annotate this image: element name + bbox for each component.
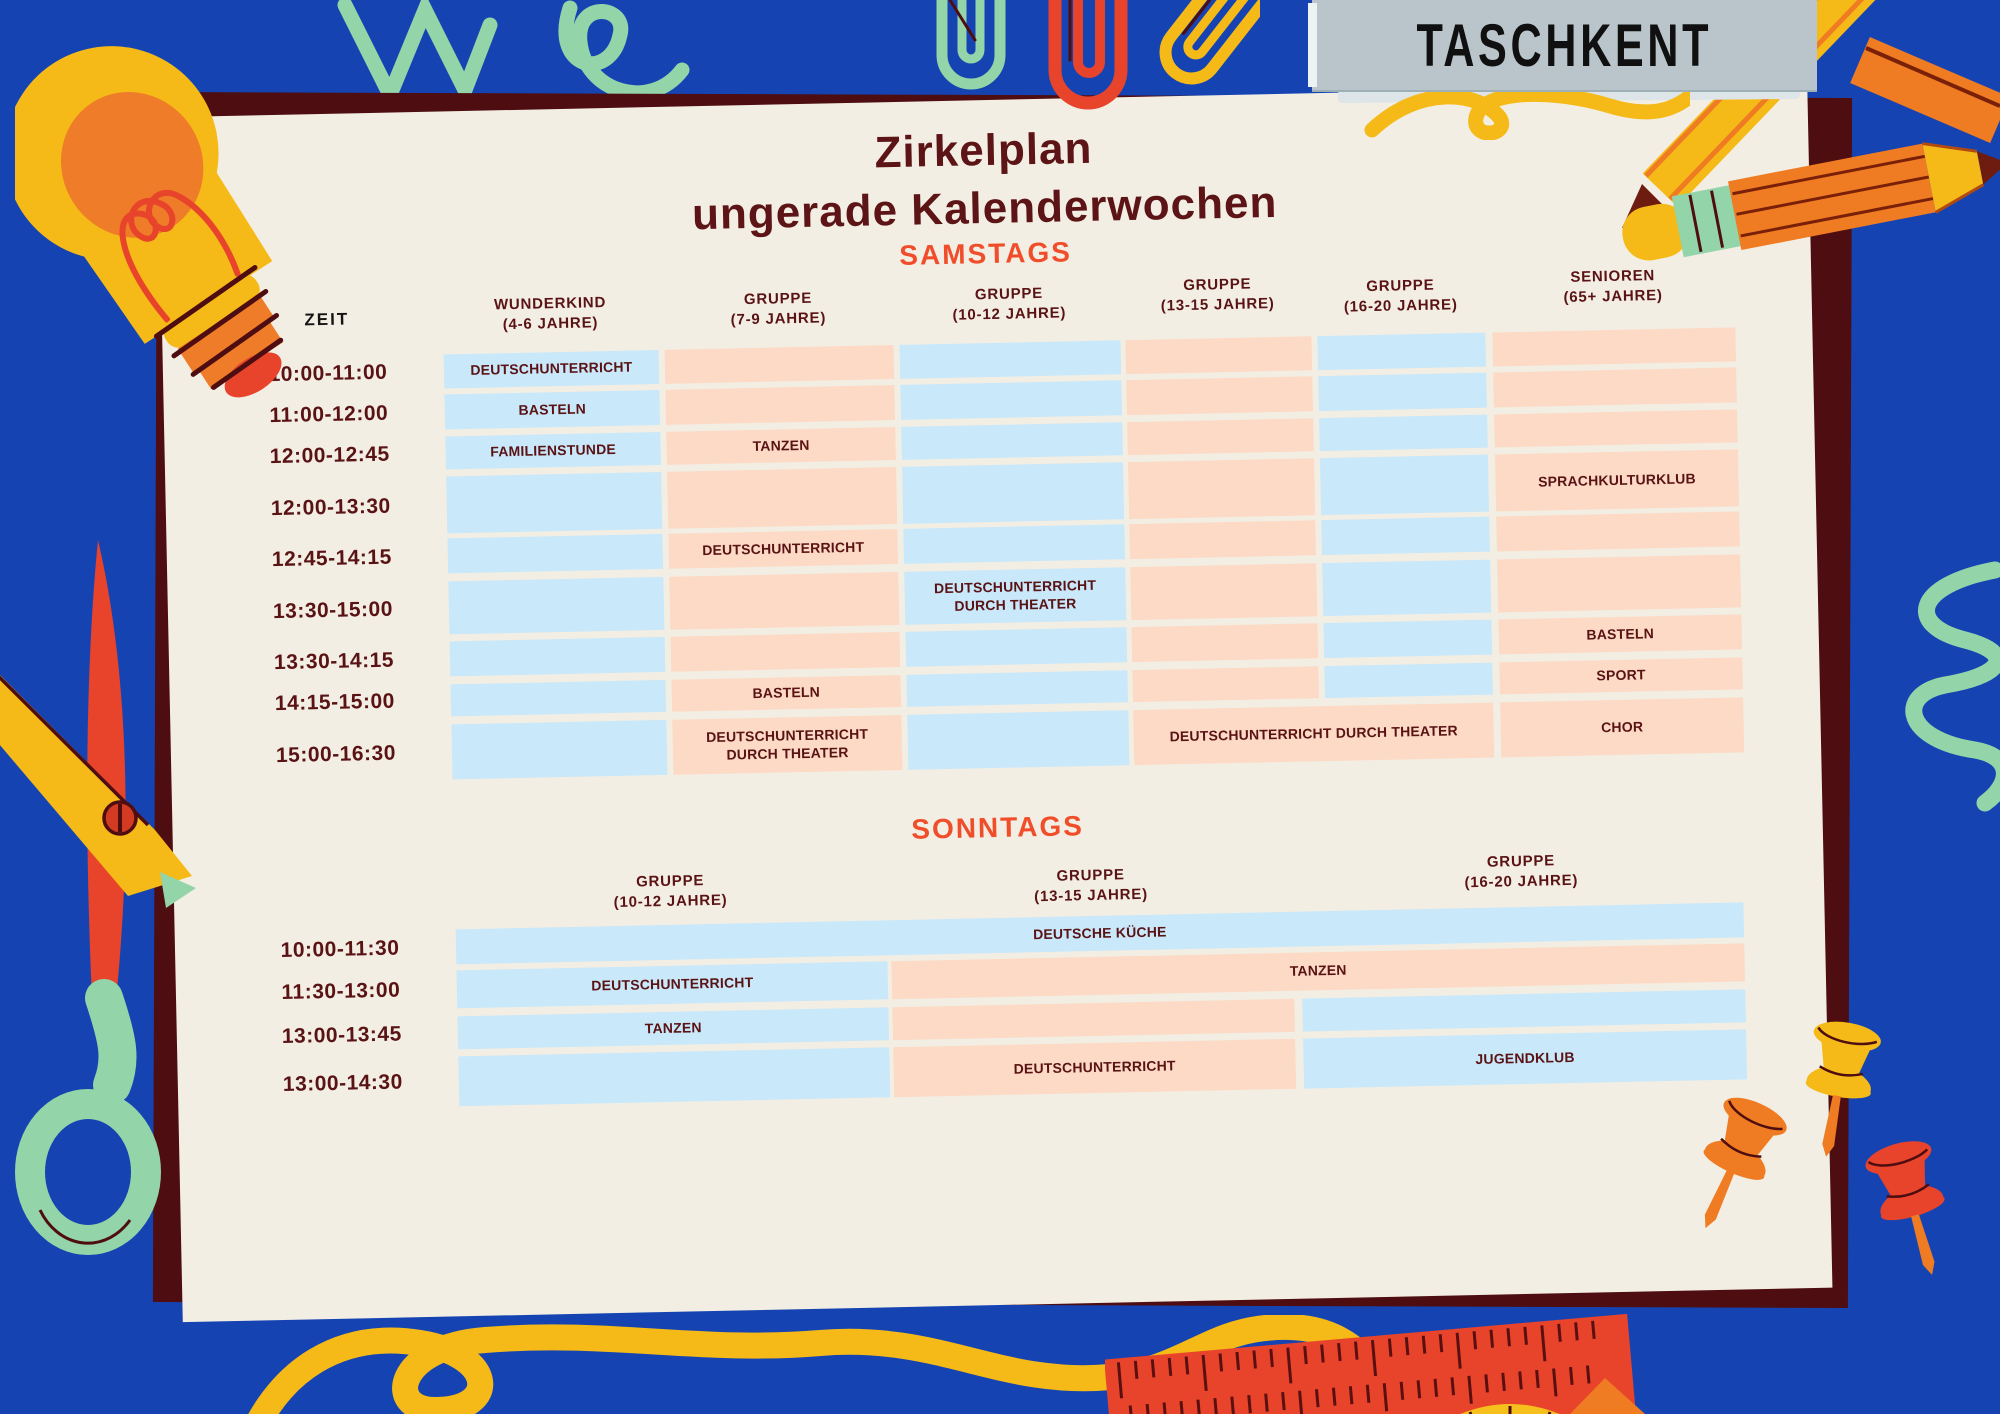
time-column-header: ZEIT — [304, 309, 350, 330]
schedule-cell — [1319, 454, 1490, 516]
schedule-cell — [1125, 336, 1313, 375]
schedule-cell — [670, 631, 901, 672]
city-ribbon: TASCHKENT — [1308, 0, 1817, 90]
sunday-column-header: GRUPPE (16-20 JAHRE) — [1464, 852, 1579, 891]
sunday-column-header: GRUPPE (13-15 JAHRE) — [1033, 866, 1149, 905]
time-label: 12:45-14:15 — [271, 545, 393, 571]
schedule-cell — [1494, 409, 1738, 448]
schedule-cell: TANZEN — [457, 1007, 890, 1050]
schedule-sheet: Zirkelplan ungerade Kalenderwochen SAMST… — [157, 82, 1833, 1323]
schedule-cell — [1322, 559, 1492, 617]
schedule-cell: FAMILIENSTUNDE — [445, 431, 661, 470]
time-label: 10:00-11:30 — [280, 936, 400, 962]
schedule-cell — [667, 467, 898, 529]
schedule-cell — [1302, 989, 1746, 1032]
time-label: 13:00-14:30 — [282, 1070, 404, 1096]
schedule-cell — [905, 627, 1128, 667]
schedule-cell-merged: DEUTSCHUNTERRICHT DURCH THEATER — [1133, 702, 1495, 766]
time-label: 12:00-13:30 — [270, 494, 391, 520]
city-label: TASCHKENT — [1416, 11, 1713, 79]
time-label: 11:30-13:00 — [281, 978, 401, 1005]
schedule-cell — [669, 571, 900, 630]
schedule-cell: SPRACHKULTURKLUB — [1494, 449, 1740, 512]
schedule-cell — [1129, 520, 1316, 560]
schedule-cell — [1318, 372, 1487, 412]
schedule-cell — [1324, 662, 1493, 699]
schedule-cell — [1132, 666, 1319, 703]
schedule-cell — [1319, 414, 1488, 452]
schedule-cell — [446, 471, 663, 534]
saturday-column-header: WUNDERKIND (4-6 JAHRE) — [493, 294, 607, 333]
schedule-cell — [450, 679, 667, 717]
protractor-icon — [1460, 1378, 1645, 1414]
schedule-cell — [899, 340, 1122, 379]
time-label: 13:00-13:45 — [281, 1021, 402, 1048]
saturday-column-header: GRUPPE (7-9 JAHRE) — [730, 289, 827, 328]
schedule-cell — [1497, 554, 1742, 613]
schedule-cell: DEUTSCHUNTERRICHT — [443, 349, 660, 389]
ruler-icon — [1105, 1313, 1638, 1414]
schedule-cell: CHOR — [1500, 697, 1745, 758]
saturday-column-header: GRUPPE (16-20 JAHRE) — [1343, 276, 1458, 316]
yellow-scribble-bottom-icon — [248, 1315, 1580, 1414]
time-label: 13:30-15:00 — [272, 597, 394, 623]
schedule-cell — [664, 345, 895, 384]
schedule-cell: JUGENDKLUB — [1303, 1029, 1748, 1089]
time-label: 12:00-12:45 — [269, 442, 390, 468]
schedule-cell: TANZEN — [666, 427, 896, 465]
time-label: 15:00-16:30 — [275, 741, 397, 767]
schedule-cell — [1127, 458, 1316, 520]
schedule-cell — [1130, 563, 1318, 621]
schedule-cell — [1131, 623, 1319, 663]
schedule-cell — [901, 422, 1123, 460]
schedule-cell — [1496, 511, 1740, 552]
sunday-column-header: GRUPPE (10-12 JAHRE) — [613, 872, 728, 911]
schedule-cell — [903, 524, 1126, 564]
schedule-cell — [906, 670, 1129, 707]
schedule-cell: DEUTSCHUNTERRICHT DURCH THEATER — [672, 714, 903, 775]
schedule-cell — [1317, 332, 1487, 371]
time-label: 13:30-14:15 — [273, 648, 395, 674]
schedule-cell — [907, 710, 1130, 770]
saturday-column-header: SENIOREN (65+ JAHRE) — [1563, 267, 1663, 306]
schedule-cell — [902, 462, 1125, 524]
schedule-cell: DEUTSCHUNTERRICHT — [668, 529, 899, 569]
schedule-cell — [458, 1047, 891, 1107]
schedule-cell — [1493, 367, 1737, 408]
schedule-cell — [1492, 327, 1737, 367]
schedule-cell — [448, 576, 665, 635]
saturday-column-header: GRUPPE (13-15 JAHRE) — [1160, 275, 1275, 314]
time-label: 11:00-12:00 — [269, 401, 389, 427]
schedule-cell: BASTELN — [444, 389, 661, 430]
schedule-cell — [892, 998, 1295, 1041]
schedule-cell — [451, 719, 668, 780]
schedule-cell: DEUTSCHUNTERRICHT DURCH THEATER — [904, 567, 1127, 625]
time-label: 14:15-15:00 — [274, 689, 396, 716]
schedule-cell — [1321, 516, 1490, 556]
schedule-cell — [1126, 376, 1313, 416]
schedule-cell: DEUTSCHUNTERRICHT — [893, 1038, 1297, 1098]
schedule-cell: BASTELN — [1498, 614, 1743, 655]
schedule-cell — [1127, 418, 1314, 456]
schedule-cell — [665, 385, 896, 425]
saturday-column-header: GRUPPE (10-12 JAHRE) — [952, 284, 1067, 324]
schedule-cell — [900, 380, 1123, 420]
green-scribble-right-icon — [1905, 561, 2000, 812]
schedule-cell — [1323, 619, 1493, 659]
schedule-cell — [447, 533, 664, 574]
schedule-cell: SPORT — [1499, 657, 1743, 695]
schedule-cell — [449, 636, 666, 677]
schedule-cell: BASTELN — [671, 674, 902, 712]
schedule-cell: DEUTSCHUNTERRICHT — [456, 961, 889, 1009]
time-label: 10:00-11:00 — [268, 360, 388, 387]
